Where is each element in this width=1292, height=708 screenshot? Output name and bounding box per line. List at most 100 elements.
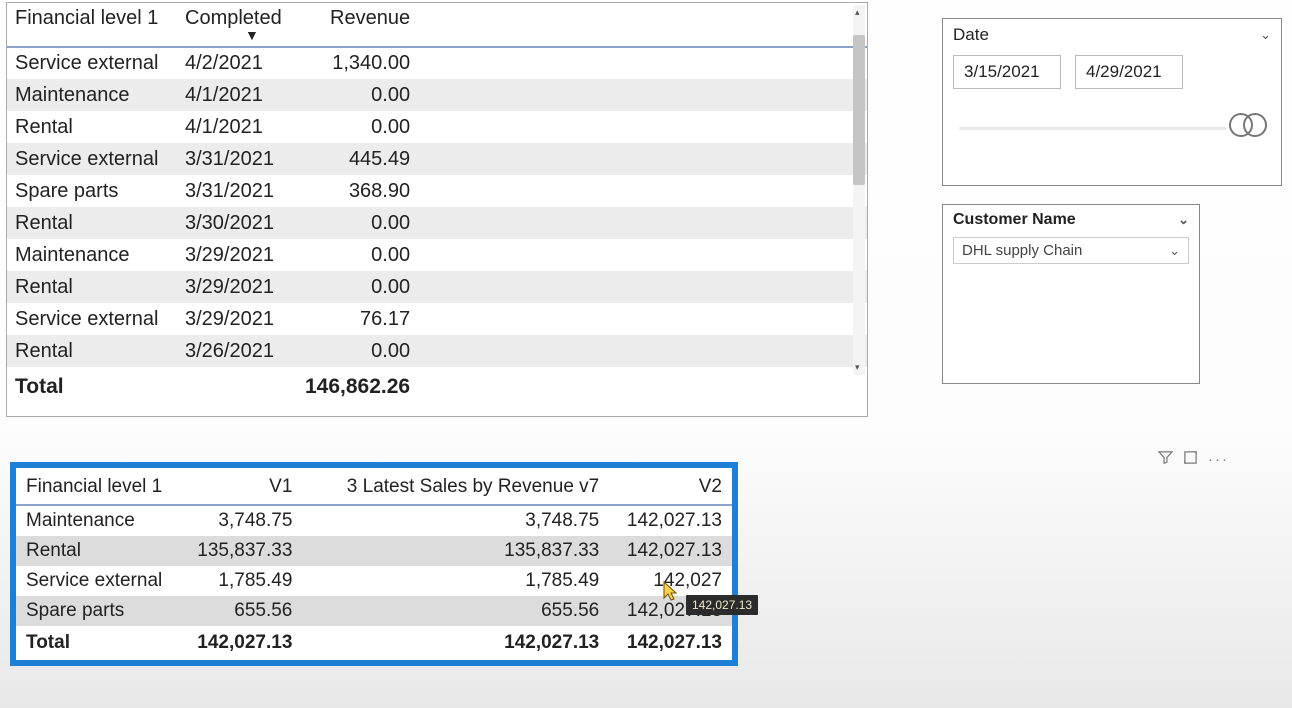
cell-level: Rental bbox=[16, 536, 180, 566]
cell-latest: 135,837.33 bbox=[302, 536, 609, 566]
table-row[interactable]: Rental3/29/20210.00 bbox=[7, 271, 867, 303]
cell-level: Rental bbox=[7, 271, 177, 303]
date-slicer[interactable]: Date ⌄ 3/15/2021 4/29/2021 bbox=[942, 18, 1282, 186]
col-completed-label: Completed bbox=[185, 7, 282, 29]
date-start-input[interactable]: 3/15/2021 bbox=[953, 55, 1061, 89]
cell-level: Rental bbox=[7, 111, 177, 143]
cell-level: Maintenance bbox=[7, 79, 177, 111]
col-latest-sales[interactable]: 3 Latest Sales by Revenue v7 bbox=[302, 468, 609, 505]
date-slicer-header: Date ⌄ bbox=[953, 25, 1271, 45]
table-row[interactable]: Maintenance3/29/20210.00 bbox=[7, 239, 867, 271]
chevron-down-icon[interactable]: ⌄ bbox=[1260, 27, 1271, 43]
slider-handle[interactable] bbox=[1229, 111, 1269, 139]
table-row[interactable]: Service external1,785.491,785.49142,027 bbox=[16, 566, 732, 596]
table-row[interactable]: Maintenance3,748.753,748.75142,027.13 bbox=[16, 505, 732, 536]
col-v2[interactable]: V2 bbox=[609, 468, 732, 505]
date-end-input[interactable]: 4/29/2021 bbox=[1075, 55, 1183, 89]
table-row[interactable]: Spare parts3/31/2021368.90 bbox=[7, 175, 867, 207]
cell-level: Service external bbox=[7, 47, 177, 79]
cell-level: Maintenance bbox=[7, 239, 177, 271]
cell-revenue: 0.00 bbox=[297, 271, 428, 303]
cell-revenue: 1,340.00 bbox=[297, 47, 428, 79]
cell-level: Service external bbox=[16, 566, 180, 596]
clipped-row bbox=[15, 362, 853, 372]
table-row[interactable]: Maintenance4/1/20210.00 bbox=[7, 79, 867, 111]
cell-v2: 142,027 bbox=[609, 566, 732, 596]
total-latest: 142,027.13 bbox=[302, 626, 609, 660]
filter-icon[interactable] bbox=[1158, 450, 1173, 469]
sort-desc-icon: ▼ bbox=[245, 27, 259, 43]
total-v2: 142,027.13 bbox=[609, 626, 732, 660]
col-financial-level[interactable]: Financial level 1 bbox=[16, 468, 180, 505]
vertical-scrollbar[interactable]: ▴ ▾ bbox=[853, 5, 865, 375]
top-revenue-table[interactable]: Financial level 1 Completed ▼ Revenue Se… bbox=[6, 2, 868, 417]
focus-mode-icon[interactable] bbox=[1183, 450, 1198, 469]
cell-completed: 3/30/2021 bbox=[177, 207, 297, 239]
cell-level: Spare parts bbox=[16, 596, 180, 626]
cell-v1: 1,785.49 bbox=[180, 566, 303, 596]
bottom-summary-table[interactable]: Financial level 1 V1 3 Latest Sales by R… bbox=[10, 462, 738, 666]
date-slicer-title: Date bbox=[953, 25, 989, 45]
customer-selected: DHL supply Chain bbox=[962, 242, 1082, 259]
table-total-row: Total 142,027.13 142,027.13 142,027.13 bbox=[16, 626, 732, 660]
customer-slicer[interactable]: Customer Name ⌄ DHL supply Chain ⌄ bbox=[942, 204, 1200, 384]
cell-completed: 4/1/2021 bbox=[177, 79, 297, 111]
cell-completed: 3/29/2021 bbox=[177, 239, 297, 271]
total-label: Total bbox=[7, 367, 177, 407]
cell-completed: 4/1/2021 bbox=[177, 111, 297, 143]
col-financial-level[interactable]: Financial level 1 bbox=[7, 3, 177, 47]
cell-completed: 3/31/2021 bbox=[177, 143, 297, 175]
table-row[interactable]: Service external3/29/202176.17 bbox=[7, 303, 867, 335]
cell-completed: 4/2/2021 bbox=[177, 47, 297, 79]
table-total-row: Total 146,862.26 bbox=[7, 367, 867, 407]
table-row[interactable]: Service external3/31/2021445.49 bbox=[7, 143, 867, 175]
scroll-up-icon[interactable]: ▴ bbox=[855, 7, 860, 18]
cell-v1: 3,748.75 bbox=[180, 505, 303, 536]
cell-completed: 3/31/2021 bbox=[177, 175, 297, 207]
table-row[interactable]: Spare parts655.56655.56142,027.13 bbox=[16, 596, 732, 626]
customer-dropdown[interactable]: DHL supply Chain ⌄ bbox=[953, 237, 1189, 264]
cell-latest: 3,748.75 bbox=[302, 505, 609, 536]
total-label: Total bbox=[16, 626, 180, 660]
scrollbar-thumb[interactable] bbox=[853, 35, 865, 185]
cell-latest: 655.56 bbox=[302, 596, 609, 626]
cell-revenue: 0.00 bbox=[297, 207, 428, 239]
cell-revenue: 0.00 bbox=[297, 79, 428, 111]
col-completed[interactable]: Completed ▼ bbox=[177, 3, 297, 47]
cell-v2: 142,027.13 bbox=[609, 536, 732, 566]
cell-level: Spare parts bbox=[7, 175, 177, 207]
table-row[interactable]: Rental3/30/20210.00 bbox=[7, 207, 867, 239]
customer-slicer-title: Customer Name bbox=[953, 211, 1076, 229]
slider-track bbox=[959, 127, 1227, 130]
table-row[interactable]: Rental4/1/20210.00 bbox=[7, 111, 867, 143]
cell-latest: 1,785.49 bbox=[302, 566, 609, 596]
cell-v2: 142,027.13 bbox=[609, 505, 732, 536]
chevron-down-icon[interactable]: ⌄ bbox=[1178, 212, 1189, 228]
col-spacer bbox=[428, 3, 867, 47]
cell-tooltip: 142,027.13 bbox=[686, 595, 758, 615]
cell-level: Service external bbox=[7, 303, 177, 335]
total-v1: 142,027.13 bbox=[180, 626, 303, 660]
table-row[interactable]: Service external4/2/20211,340.00 bbox=[7, 47, 867, 79]
table-header-row: Financial level 1 Completed ▼ Revenue bbox=[7, 3, 867, 47]
cell-level: Service external bbox=[7, 143, 177, 175]
customer-slicer-header: Customer Name ⌄ bbox=[953, 211, 1189, 229]
cell-revenue: 0.00 bbox=[297, 239, 428, 271]
visual-header-icons: ··· bbox=[1158, 450, 1229, 469]
cell-completed: 3/29/2021 bbox=[177, 303, 297, 335]
table-header-row: Financial level 1 V1 3 Latest Sales by R… bbox=[16, 468, 732, 505]
date-range-slider[interactable] bbox=[953, 113, 1271, 145]
cell-revenue: 76.17 bbox=[297, 303, 428, 335]
scroll-down-icon[interactable]: ▾ bbox=[855, 362, 860, 373]
col-revenue[interactable]: Revenue bbox=[297, 3, 428, 47]
cell-v1: 135,837.33 bbox=[180, 536, 303, 566]
table-row[interactable]: Rental135,837.33135,837.33142,027.13 bbox=[16, 536, 732, 566]
cell-v1: 655.56 bbox=[180, 596, 303, 626]
cell-revenue: 0.00 bbox=[297, 111, 428, 143]
col-v1[interactable]: V1 bbox=[180, 468, 303, 505]
chevron-down-icon[interactable]: ⌄ bbox=[1169, 243, 1180, 259]
more-options-icon[interactable]: ··· bbox=[1208, 451, 1229, 468]
cell-revenue: 368.90 bbox=[297, 175, 428, 207]
cell-completed: 3/29/2021 bbox=[177, 271, 297, 303]
cell-level: Rental bbox=[7, 207, 177, 239]
